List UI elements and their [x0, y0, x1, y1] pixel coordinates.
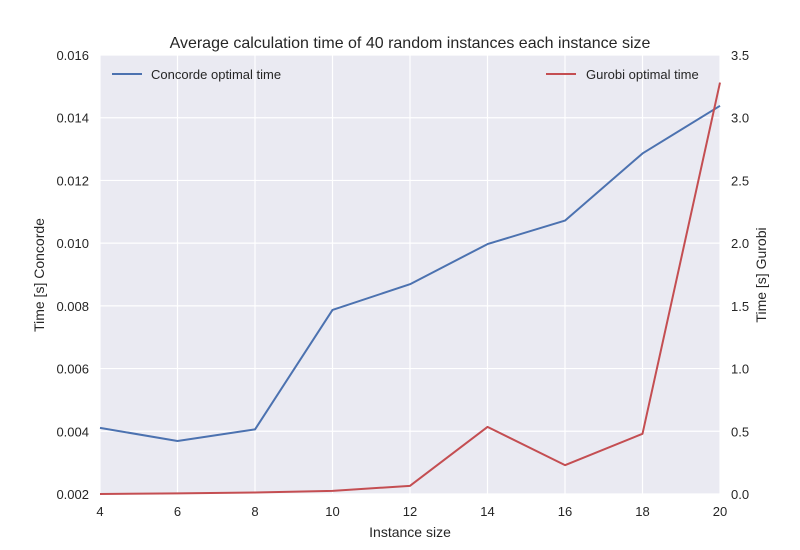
left-y-tick-label: 0.014 — [56, 111, 89, 126]
x-tick-label: 4 — [96, 504, 103, 519]
right-y-tick-label: 0.0 — [731, 487, 749, 502]
right-y-tick-label: 0.5 — [731, 424, 749, 439]
right-y-tick-label: 2.0 — [731, 236, 749, 251]
x-tick-label: 12 — [403, 504, 417, 519]
series-line-gurobi — [99, 82, 721, 495]
left-y-tick-label: 0.008 — [56, 299, 89, 314]
legend-gurobi-label: Gurobi optimal time — [586, 67, 699, 82]
x-tick-label: 6 — [174, 504, 181, 519]
series-layer — [99, 82, 721, 495]
legend-gurobi: Gurobi optimal time — [546, 67, 699, 82]
x-axis-label: Instance size — [369, 524, 451, 540]
right-y-tick-label: 3.0 — [731, 111, 749, 126]
left-y-tick-label: 0.016 — [56, 48, 89, 63]
x-tick-labels: 4 6 8 10 12 14 16 18 20 — [96, 504, 727, 519]
right-y-tick-label: 1.5 — [731, 299, 749, 314]
x-tick-label: 16 — [558, 504, 572, 519]
chart-title: Average calculation time of 40 random in… — [170, 35, 651, 52]
x-tick-label: 18 — [635, 504, 649, 519]
right-y-tick-label: 3.5 — [731, 48, 749, 63]
legend-concorde: Concorde optimal time — [112, 67, 281, 82]
x-tick-label: 10 — [325, 504, 339, 519]
right-y-tick-label: 2.5 — [731, 173, 749, 188]
left-y-axis-label: Time [s] Concorde — [31, 218, 47, 332]
left-y-tick-label: 0.002 — [56, 487, 89, 502]
grid — [99, 54, 721, 495]
right-y-axis-label: Time [s] Gurobi — [753, 227, 769, 322]
left-y-tick-label: 0.010 — [56, 236, 89, 251]
right-y-tick-label: 1.0 — [731, 362, 749, 377]
x-tick-label: 8 — [251, 504, 258, 519]
left-y-tick-label: 0.004 — [56, 424, 89, 439]
left-y-tick-label: 0.006 — [56, 362, 89, 377]
legend-concorde-label: Concorde optimal time — [151, 67, 281, 82]
left-y-tick-label: 0.012 — [56, 173, 89, 188]
right-y-tick-labels: 0.0 0.5 1.0 1.5 2.0 2.5 3.0 3.5 — [731, 48, 749, 502]
series-line-concorde — [99, 104, 721, 443]
x-tick-label: 20 — [713, 504, 727, 519]
x-tick-label: 14 — [480, 504, 494, 519]
left-y-tick-labels: 0.002 0.004 0.006 0.008 0.010 0.012 0.014 0.016 — [56, 48, 89, 502]
